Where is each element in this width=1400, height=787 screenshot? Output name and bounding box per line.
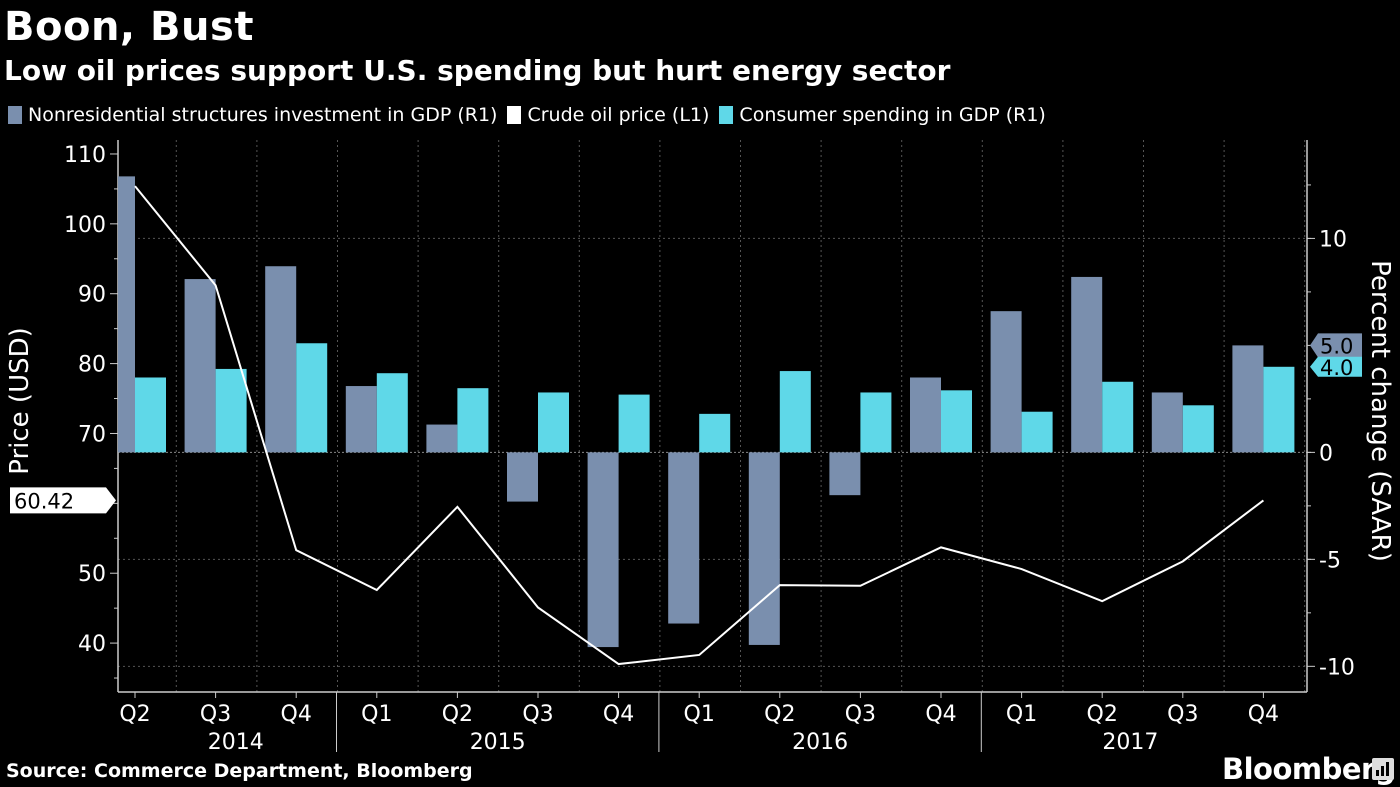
legend: Nonresidential structures investment in … bbox=[8, 104, 1056, 126]
left-tick-label: 100 bbox=[64, 213, 106, 238]
x-tick-label: Q2 bbox=[764, 702, 795, 727]
bar-consumer-spending bbox=[1021, 411, 1053, 453]
nonres-callout-box bbox=[1310, 333, 1362, 358]
consumer-callout-box bbox=[1310, 356, 1362, 377]
x-tick-label: Q3 bbox=[1167, 702, 1198, 727]
source-note: Source: Commerce Department, Bloomberg bbox=[6, 760, 473, 782]
chart-subtitle: Low oil prices support U.S. spending but… bbox=[4, 54, 951, 87]
oil-callout-label: 60.42 bbox=[14, 489, 74, 513]
legend-label-crude-oil: Crude oil price (L1) bbox=[527, 104, 710, 126]
legend-swatch-crude-oil bbox=[507, 106, 522, 124]
bar-nonresidential bbox=[910, 377, 941, 453]
bar-consumer-spending bbox=[1182, 405, 1214, 453]
x-tick-label: Q3 bbox=[845, 702, 876, 727]
legend-label-consumer: Consumer spending in GDP (R1) bbox=[739, 104, 1046, 126]
bar-consumer-spending bbox=[376, 373, 408, 453]
left-tick-label: 70 bbox=[78, 422, 106, 447]
bar-consumer-spending bbox=[215, 368, 247, 453]
legend-item-consumer: Consumer spending in GDP (R1) bbox=[719, 104, 1046, 126]
bar-consumer-spending bbox=[296, 343, 328, 453]
line-crude-oil bbox=[134, 185, 1265, 666]
legend-label-nonresidential: Nonresidential structures investment in … bbox=[28, 104, 498, 126]
bar-consumer-spending bbox=[941, 390, 972, 453]
left-tick-label: 90 bbox=[78, 283, 106, 308]
bar-consumer-spending bbox=[618, 394, 650, 453]
bar-nonresidential bbox=[668, 452, 700, 624]
left-tick-label: 50 bbox=[78, 562, 106, 587]
left-axis-title: Price (USD) bbox=[5, 327, 35, 475]
bar-nonresidential bbox=[507, 452, 538, 502]
left-tick-label: 110 bbox=[64, 143, 106, 168]
bar-consumer-spending bbox=[135, 377, 166, 453]
legend-swatch-consumer bbox=[719, 106, 734, 124]
bar-consumer-spending bbox=[1263, 366, 1295, 453]
bar-nonresidential bbox=[184, 279, 216, 453]
bar-consumer-spending bbox=[779, 371, 811, 453]
x-tick-label: Q3 bbox=[200, 702, 231, 727]
year-label: 2014 bbox=[208, 730, 264, 755]
x-tick-label: Q4 bbox=[281, 702, 312, 727]
x-tick-label: Q2 bbox=[1087, 702, 1118, 727]
x-tick-label: Q1 bbox=[361, 702, 392, 727]
x-tick-label: Q4 bbox=[1248, 702, 1279, 727]
x-tick-label: Q4 bbox=[603, 702, 634, 727]
bar-nonresidential bbox=[829, 452, 861, 496]
bar-nonresidential bbox=[1151, 392, 1183, 453]
x-tick-label: Q2 bbox=[119, 702, 150, 727]
bar-nonresidential bbox=[345, 386, 377, 453]
brand-logo: Bloomberg bbox=[1222, 752, 1396, 786]
left-tick-label: 40 bbox=[78, 632, 106, 657]
bar-nonresidential bbox=[118, 176, 135, 453]
consumer-callout-label: 4.0 bbox=[1320, 356, 1353, 380]
left-tick-label: 80 bbox=[78, 353, 106, 378]
bar-nonresidential bbox=[748, 452, 780, 645]
x-tick-label: Q1 bbox=[1006, 702, 1037, 727]
bar-nonresidential bbox=[426, 424, 458, 453]
year-label: 2015 bbox=[470, 730, 526, 755]
year-label: 2017 bbox=[1102, 730, 1158, 755]
x-tick-label: Q1 bbox=[684, 702, 715, 727]
right-tick-label: 10 bbox=[1319, 227, 1347, 252]
right-tick-label: -5 bbox=[1319, 548, 1341, 573]
legend-item-nonresidential: Nonresidential structures investment in … bbox=[8, 104, 497, 126]
legend-swatch-nonresidential bbox=[8, 106, 22, 124]
bar-consumer-spending bbox=[1102, 381, 1134, 453]
right-axis-title: Percent change (SAAR) bbox=[1365, 260, 1395, 562]
bar-nonresidential bbox=[990, 311, 1022, 453]
nonres-callout-label: 5.0 bbox=[1320, 334, 1353, 358]
bar-nonresidential bbox=[265, 266, 297, 453]
bar-nonresidential bbox=[1071, 276, 1103, 453]
x-tick-label: Q2 bbox=[442, 702, 473, 727]
right-tick-label: 0 bbox=[1319, 441, 1333, 466]
bar-nonresidential bbox=[587, 452, 619, 648]
x-tick-label: Q3 bbox=[522, 702, 553, 727]
chart-title: Boon, Bust bbox=[4, 4, 254, 50]
bar-nonresidential bbox=[1232, 345, 1264, 453]
bar-consumer-spending bbox=[860, 392, 892, 453]
right-tick-label: -10 bbox=[1319, 655, 1355, 680]
x-tick-label: Q4 bbox=[925, 702, 956, 727]
bar-consumer-spending bbox=[699, 413, 731, 453]
bar-consumer-spending bbox=[457, 388, 489, 453]
bloomberg-icon bbox=[1372, 758, 1394, 780]
oil-callout-box bbox=[10, 487, 116, 514]
year-label: 2016 bbox=[792, 730, 848, 755]
legend-item-crude-oil: Crude oil price (L1) bbox=[507, 104, 709, 126]
bar-consumer-spending bbox=[538, 392, 569, 453]
